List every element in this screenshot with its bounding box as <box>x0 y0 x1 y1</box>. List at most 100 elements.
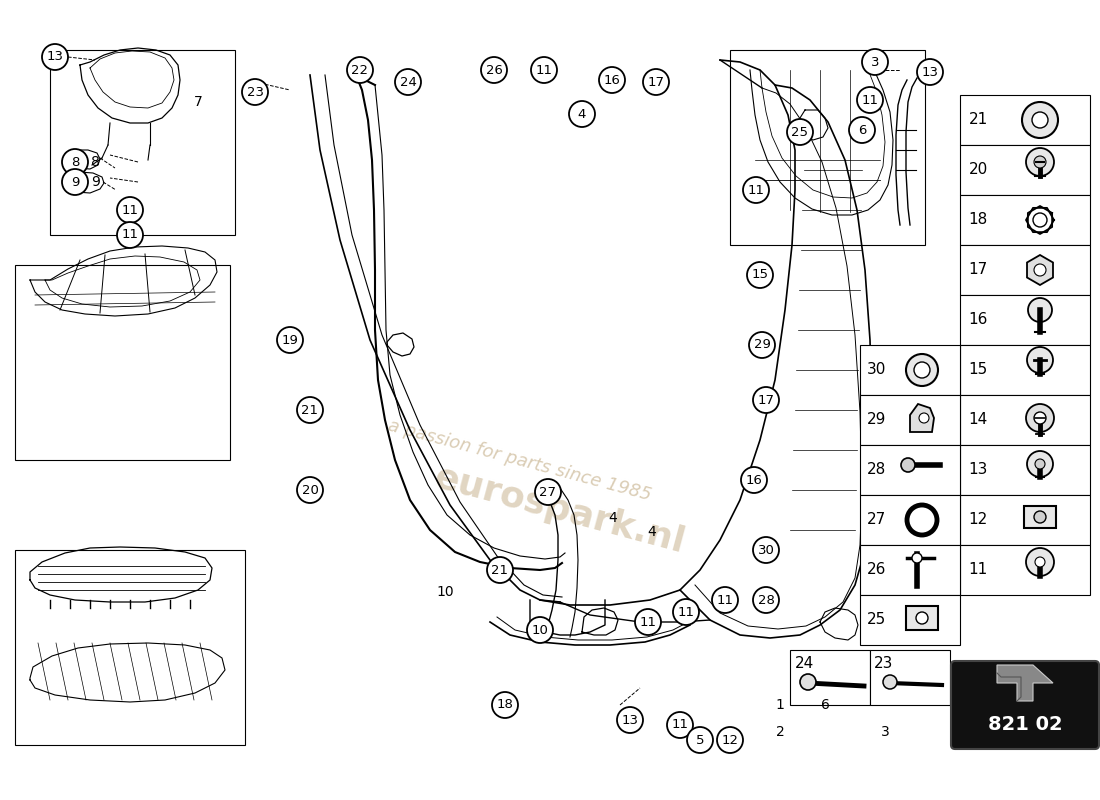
Text: 14: 14 <box>968 413 988 427</box>
Circle shape <box>1027 347 1053 373</box>
Circle shape <box>635 609 661 635</box>
Circle shape <box>1028 298 1052 322</box>
Circle shape <box>906 354 938 386</box>
Text: 13: 13 <box>922 66 938 78</box>
Bar <box>860 395 960 445</box>
Circle shape <box>862 49 888 75</box>
Bar <box>906 606 938 630</box>
Polygon shape <box>910 404 934 432</box>
Text: 11: 11 <box>671 718 689 731</box>
Text: a passion for parts since 1985: a passion for parts since 1985 <box>386 416 653 504</box>
Text: 30: 30 <box>758 543 774 557</box>
Circle shape <box>487 557 513 583</box>
Text: 24: 24 <box>399 75 417 89</box>
Circle shape <box>62 149 88 175</box>
Text: 13: 13 <box>621 714 638 726</box>
Bar <box>960 245 1090 295</box>
Bar <box>50 50 235 235</box>
Circle shape <box>800 674 816 690</box>
Text: 27: 27 <box>868 513 887 527</box>
Circle shape <box>1034 511 1046 523</box>
FancyBboxPatch shape <box>952 661 1099 749</box>
Text: 28: 28 <box>758 594 774 606</box>
Bar <box>870 650 950 705</box>
Text: 13: 13 <box>46 50 64 63</box>
Text: 26: 26 <box>867 562 887 578</box>
Bar <box>960 495 1090 545</box>
Circle shape <box>742 177 769 203</box>
Text: 11: 11 <box>536 63 552 77</box>
Text: 10: 10 <box>437 585 454 599</box>
Bar <box>730 50 925 245</box>
Circle shape <box>297 477 323 503</box>
Bar <box>860 495 960 545</box>
Bar <box>790 650 870 705</box>
Text: 26: 26 <box>485 63 503 77</box>
Circle shape <box>717 727 743 753</box>
Bar <box>860 345 960 395</box>
Circle shape <box>569 101 595 127</box>
Circle shape <box>667 712 693 738</box>
Circle shape <box>1027 451 1053 477</box>
Text: 2: 2 <box>776 725 784 739</box>
Text: 17: 17 <box>758 394 774 406</box>
Text: 4: 4 <box>648 525 657 539</box>
Bar <box>15 550 245 745</box>
Circle shape <box>754 537 779 563</box>
Polygon shape <box>1027 255 1053 285</box>
Text: 27: 27 <box>539 486 557 498</box>
Text: 23: 23 <box>874 657 893 671</box>
Circle shape <box>527 617 553 643</box>
Circle shape <box>277 327 302 353</box>
Circle shape <box>531 57 557 83</box>
Text: 17: 17 <box>968 262 988 278</box>
Circle shape <box>1034 264 1046 276</box>
Circle shape <box>481 57 507 83</box>
Circle shape <box>42 44 68 70</box>
Text: 21: 21 <box>968 113 988 127</box>
Text: 29: 29 <box>754 338 770 351</box>
Circle shape <box>492 692 518 718</box>
Bar <box>960 195 1090 245</box>
Circle shape <box>749 332 775 358</box>
Text: 5: 5 <box>695 734 704 746</box>
Circle shape <box>914 362 929 378</box>
Text: 12: 12 <box>722 734 738 746</box>
Circle shape <box>535 479 561 505</box>
Text: 21: 21 <box>301 403 319 417</box>
Text: 4: 4 <box>578 107 586 121</box>
Circle shape <box>1035 459 1045 469</box>
Text: 12: 12 <box>968 513 988 527</box>
Circle shape <box>918 413 930 423</box>
Bar <box>860 545 960 595</box>
Text: 11: 11 <box>968 562 988 578</box>
Circle shape <box>741 467 767 493</box>
Circle shape <box>747 262 773 288</box>
Circle shape <box>1033 213 1047 227</box>
Text: 1: 1 <box>776 698 784 712</box>
Circle shape <box>754 387 779 413</box>
Text: 16: 16 <box>746 474 762 486</box>
Text: 18: 18 <box>496 698 514 711</box>
Circle shape <box>297 397 323 423</box>
Circle shape <box>600 67 625 93</box>
Circle shape <box>242 79 268 105</box>
Text: 25: 25 <box>792 126 808 138</box>
Text: 8: 8 <box>91 155 100 169</box>
Text: 13: 13 <box>968 462 988 478</box>
Bar <box>960 395 1090 445</box>
Text: 20: 20 <box>968 162 988 178</box>
Text: 15: 15 <box>968 362 988 378</box>
Circle shape <box>912 553 922 563</box>
Text: 6: 6 <box>821 698 829 712</box>
Text: 15: 15 <box>751 269 769 282</box>
Bar <box>15 265 230 460</box>
Text: 8: 8 <box>70 155 79 169</box>
Circle shape <box>883 675 896 689</box>
Circle shape <box>1026 404 1054 432</box>
Text: 11: 11 <box>121 203 139 217</box>
Text: 821 02: 821 02 <box>988 715 1063 734</box>
Circle shape <box>917 59 943 85</box>
Text: 17: 17 <box>648 75 664 89</box>
Text: 11: 11 <box>716 594 734 606</box>
